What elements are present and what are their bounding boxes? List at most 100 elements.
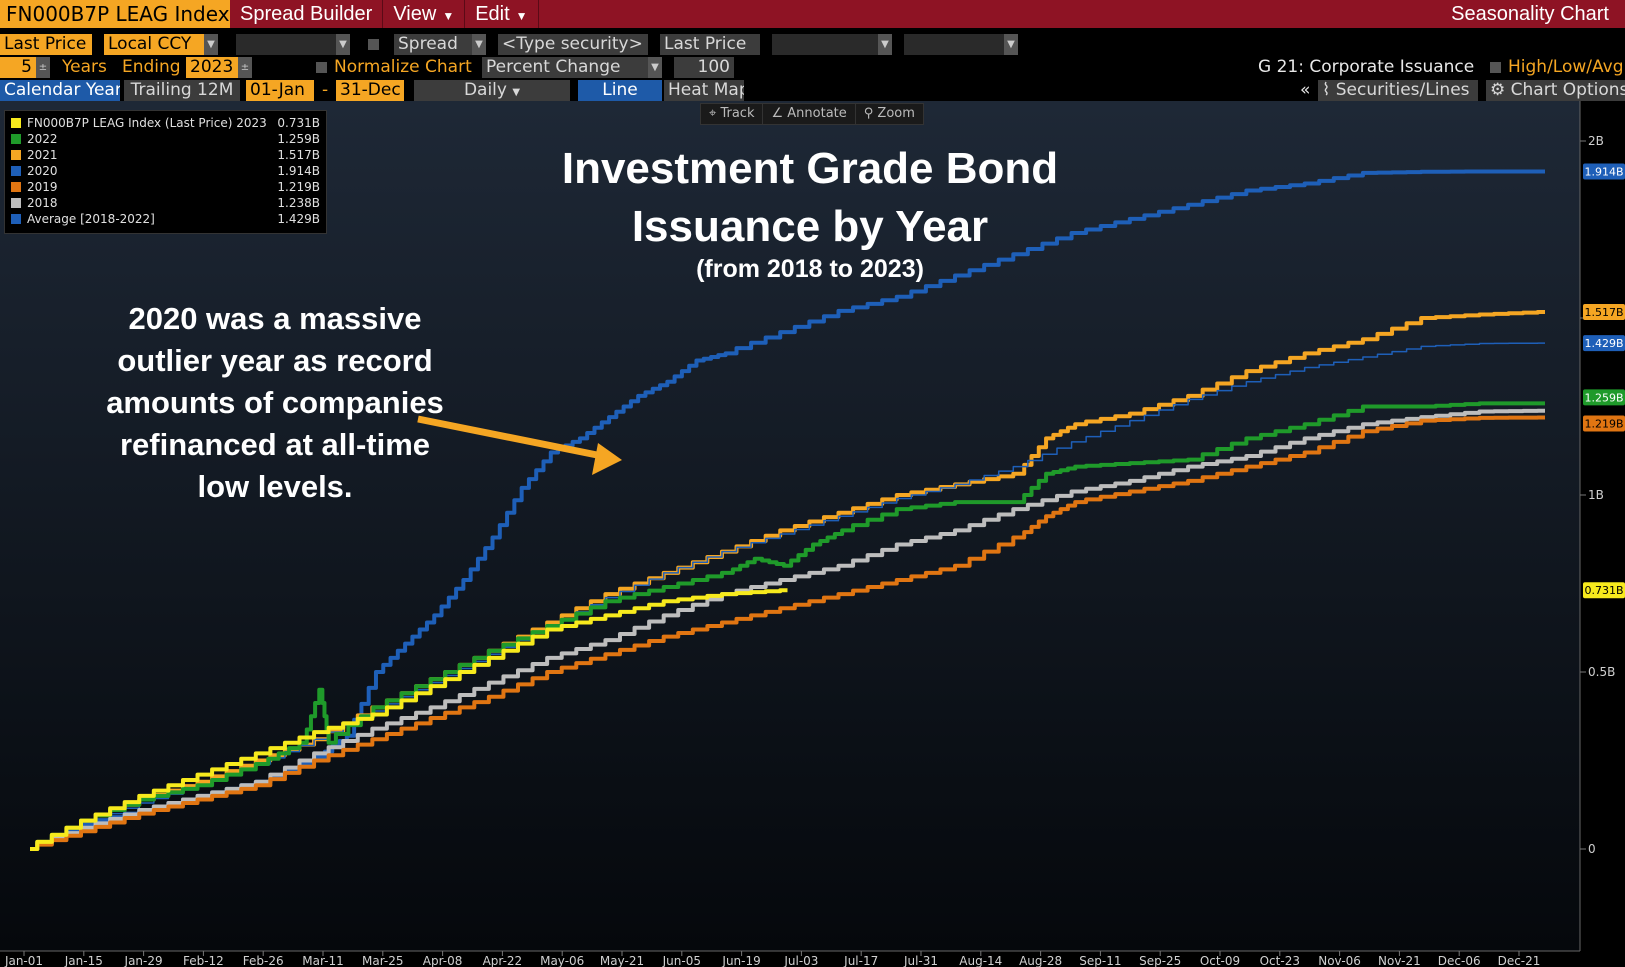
legend-swatch bbox=[11, 182, 21, 192]
crosshair-icon: ⌖ bbox=[709, 106, 721, 121]
x-tick-label: Feb-12 bbox=[183, 954, 224, 967]
annotate-label: Annotate bbox=[787, 106, 847, 121]
base-input[interactable]: 100 bbox=[674, 57, 734, 78]
x-tick-label: Feb-26 bbox=[243, 954, 284, 967]
start-date-input[interactable]: 01-Jan bbox=[246, 80, 314, 101]
mode-selector[interactable]: Percent Change ▼ bbox=[482, 57, 662, 78]
tab-line[interactable]: Line bbox=[578, 80, 662, 101]
chart-annotation: 2020 was a massive outlier year as recor… bbox=[106, 301, 444, 504]
plot-background bbox=[0, 101, 1580, 951]
tab-heat-map[interactable]: Heat Map bbox=[664, 80, 744, 101]
field-selector[interactable]: Last Price bbox=[0, 34, 92, 55]
top-bar: FN000B7P LEAG Index Spread Builder View ▼… bbox=[0, 0, 1625, 28]
last-value-label: 1.429B bbox=[1583, 335, 1625, 352]
last-value-text: 0.731B bbox=[1584, 584, 1623, 597]
chevron-down-icon: ▼ bbox=[336, 34, 350, 55]
legend-swatch bbox=[11, 134, 21, 144]
view-menu[interactable]: View ▼ bbox=[383, 0, 466, 28]
chart-svg[interactable]: Jan-01 Jan-15 Jan-29 Feb-12 Feb-26 Mar-11 Mar-… bbox=[0, 101, 1625, 967]
chart-options-label: Chart Options bbox=[1510, 80, 1625, 100]
chevron-down-icon: ▼ bbox=[515, 9, 528, 23]
last-value-text: 1.219B bbox=[1584, 417, 1623, 430]
chevron-down-icon: ▼ bbox=[648, 57, 662, 78]
x-tick-label: Jun-19 bbox=[721, 954, 760, 967]
security-input[interactable]: <Type security> bbox=[498, 34, 648, 55]
blank-selector-2[interactable]: ▼ bbox=[772, 34, 892, 55]
collapse-icon[interactable]: « bbox=[1300, 80, 1311, 100]
last-value-text: 1.914B bbox=[1584, 165, 1623, 178]
chart-mini-toolbar: ⌖ Track ∠ Annotate ⚲ Zoom bbox=[700, 103, 924, 125]
last-value-badge bbox=[1583, 415, 1625, 432]
legend-item[interactable]: FN000B7P LEAG Index (Last Price) 2023 0.7… bbox=[11, 115, 320, 131]
track-button[interactable]: ⌖ Track bbox=[701, 104, 764, 124]
spread-selector[interactable]: Spread ▼ bbox=[394, 34, 486, 55]
x-tick-label: Nov-21 bbox=[1378, 954, 1421, 967]
y-tick-label: 0 bbox=[1588, 842, 1596, 856]
years-label: Years bbox=[62, 57, 107, 77]
chart-area[interactable]: Jan-01 Jan-15 Jan-29 Feb-12 Feb-26 Mar-11 Mar-… bbox=[0, 101, 1625, 967]
legend-value: 0.731B bbox=[277, 116, 320, 130]
currency-selector[interactable]: Local CCY ▼ bbox=[104, 34, 218, 55]
date-range-separator: - bbox=[322, 80, 329, 100]
securities-label: Securities/Lines bbox=[1335, 80, 1470, 100]
years-stepper[interactable]: 5 ± bbox=[0, 57, 50, 78]
zoom-button[interactable]: ⚲ Zoom bbox=[856, 104, 923, 124]
y-tick-label: 2B bbox=[1588, 134, 1604, 148]
field-selector-2[interactable]: Last Price bbox=[660, 34, 760, 55]
series-line-fn000b7p-leag-index-last-price-2023[interactable] bbox=[30, 588, 788, 851]
legend-swatch bbox=[11, 150, 21, 160]
chart-options-button[interactable]: ⚙ Chart Options bbox=[1486, 80, 1625, 101]
ending-year-stepper[interactable]: 2023 ± bbox=[186, 57, 252, 78]
legend-item[interactable]: 2021 1.517B bbox=[11, 147, 320, 163]
edit-menu[interactable]: Edit ▼ bbox=[465, 0, 539, 28]
spread-checkbox[interactable] bbox=[368, 39, 379, 50]
years-value: 5 bbox=[21, 57, 32, 77]
chevron-down-icon: ▼ bbox=[1004, 34, 1018, 55]
x-tick-label: Apr-22 bbox=[483, 954, 523, 967]
blank-selector-3[interactable]: ▼ bbox=[904, 34, 1018, 55]
last-value-text: 1.259B bbox=[1584, 391, 1623, 404]
x-tick-label: Aug-14 bbox=[959, 954, 1002, 967]
annotate-button[interactable]: ∠ Annotate bbox=[763, 104, 856, 124]
legend-item[interactable]: 2019 1.219B bbox=[11, 179, 320, 195]
blank-selector-1[interactable]: ▼ bbox=[236, 34, 350, 55]
x-tick-label: Jan-01 bbox=[4, 954, 43, 967]
last-value-label: 1.219B bbox=[1583, 415, 1625, 432]
legend-value: 1.429B bbox=[277, 212, 320, 226]
chevron-down-icon: ▼ bbox=[878, 34, 892, 55]
legend-item[interactable]: Average [2018-2022] 1.429B bbox=[11, 211, 320, 227]
gear-icon: ⚙ bbox=[1490, 80, 1511, 100]
series-line-2019[interactable] bbox=[30, 415, 1545, 851]
chart-legend: FN000B7P LEAG Index (Last Price) 2023 0.7… bbox=[4, 110, 327, 234]
legend-label: 2019 bbox=[27, 180, 58, 194]
legend-label: 2018 bbox=[27, 196, 58, 210]
ticker-field[interactable]: FN000B7P LEAG Index bbox=[0, 0, 230, 28]
legend-item[interactable]: 2022 1.259B bbox=[11, 131, 320, 147]
tab-trailing-12m[interactable]: Trailing 12M bbox=[124, 80, 240, 101]
title-line-2: Issuance by Year bbox=[631, 202, 989, 251]
series-line-average-2018-2022-[interactable] bbox=[30, 342, 1545, 850]
securities-lines-button[interactable]: ⌇ Securities/Lines bbox=[1318, 80, 1478, 101]
y-tick-label: 1B bbox=[1588, 488, 1604, 502]
chart-title: Investment Grade Bond Issuance by Year bbox=[540, 140, 1080, 256]
x-tick-label: Oct-23 bbox=[1260, 954, 1300, 967]
legend-value: 1.259B bbox=[277, 132, 320, 146]
normalize-checkbox[interactable] bbox=[316, 62, 327, 73]
series-line-2022[interactable] bbox=[30, 401, 1545, 851]
last-value-badge bbox=[1583, 335, 1625, 352]
spread-builder-menu[interactable]: Spread Builder bbox=[230, 0, 384, 28]
track-label: Track bbox=[720, 106, 755, 121]
chevron-down-icon: ▼ bbox=[442, 9, 455, 23]
frequency-selector[interactable]: Daily ▼ bbox=[414, 80, 570, 101]
legend-item[interactable]: 2018 1.238B bbox=[11, 195, 320, 211]
control-row-3: Calendar Year Trailing 12M 01-Jan - 31-D… bbox=[0, 79, 1625, 101]
control-row-2: 5 ± Years Ending 2023 ± Normalize Chart Pe… bbox=[0, 56, 1625, 78]
legend-item[interactable]: 2020 1.914B bbox=[11, 163, 320, 179]
hla-checkbox[interactable] bbox=[1490, 62, 1501, 73]
end-date-input[interactable]: 31-Dec bbox=[336, 80, 404, 101]
tab-calendar-year[interactable]: Calendar Year bbox=[0, 80, 120, 101]
x-tick-label: Oct-09 bbox=[1200, 954, 1240, 967]
x-tick-label: Aug-28 bbox=[1019, 954, 1062, 967]
search-icon: ⚲ bbox=[863, 106, 878, 121]
chart-name: G 21: Corporate Issuance bbox=[1258, 57, 1475, 77]
